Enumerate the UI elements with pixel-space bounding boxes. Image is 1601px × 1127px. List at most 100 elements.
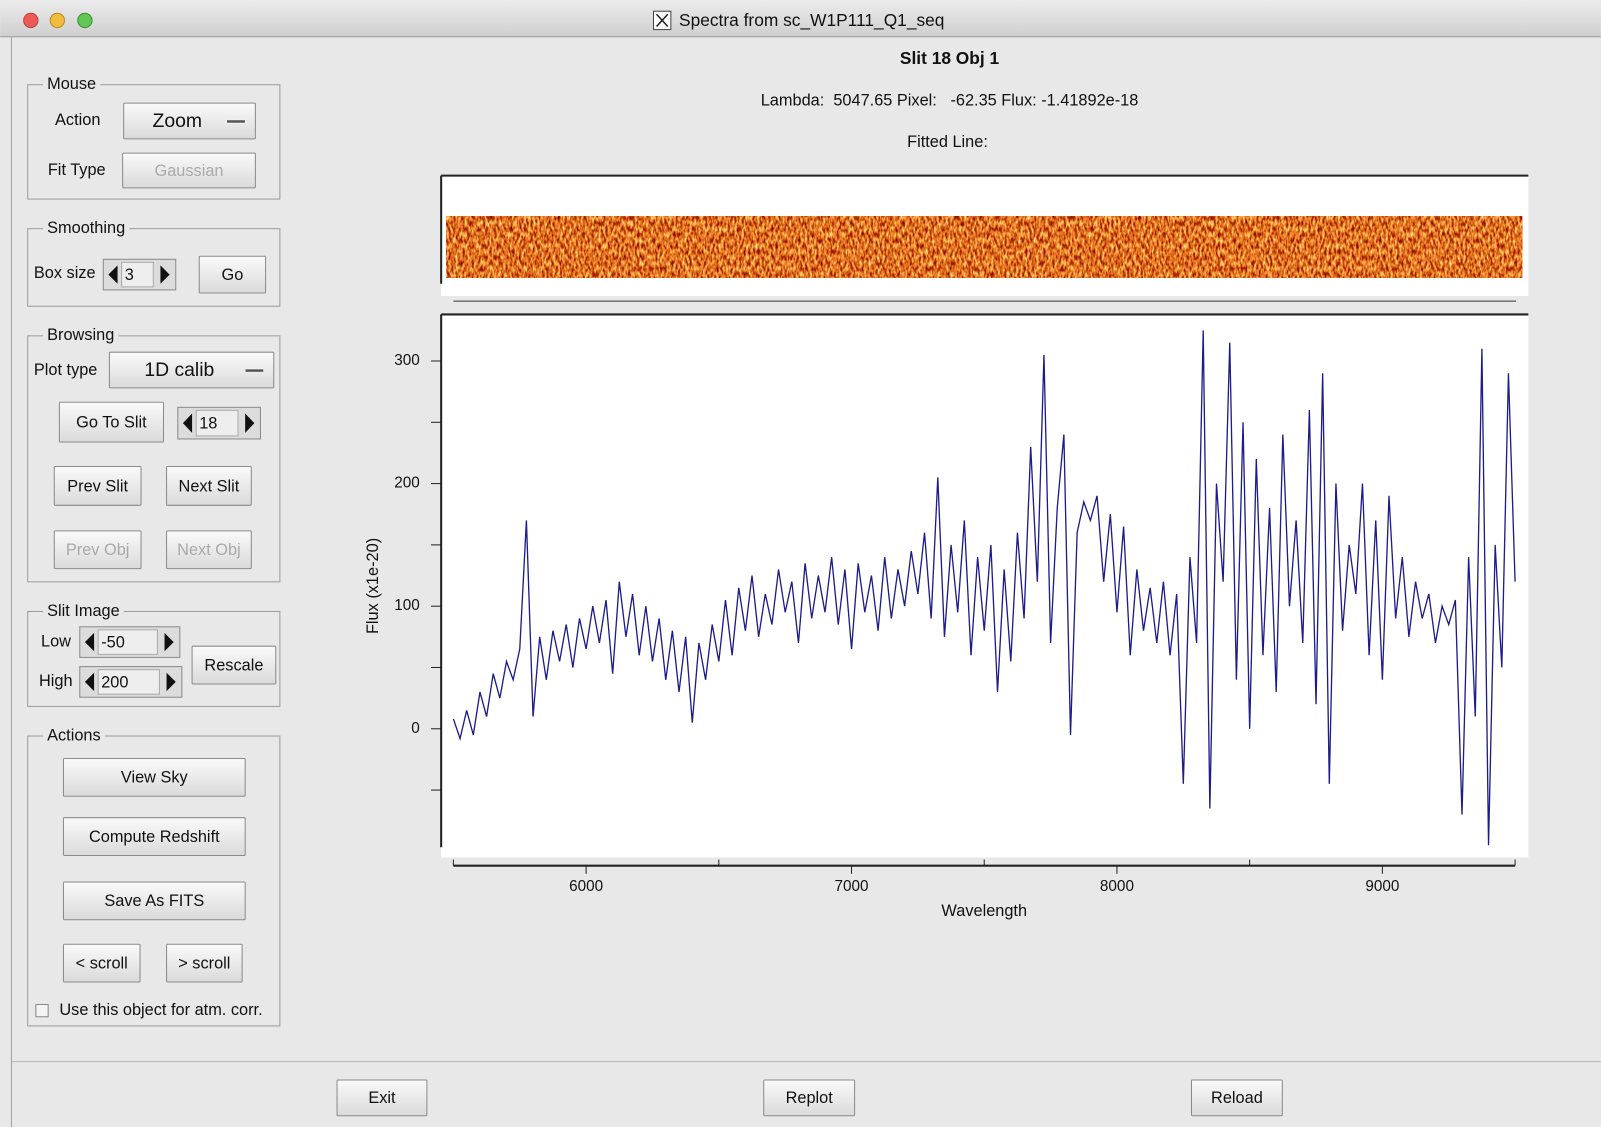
spinner-value: 3 — [125, 266, 134, 284]
plot-title: Slit 18 Obj 1 — [900, 48, 1000, 68]
button[interactable]: Compute Redshift — [62, 817, 246, 856]
button-label: Exit — [368, 1089, 396, 1107]
button-face — [62, 817, 246, 856]
button-label: View Sky — [121, 769, 189, 787]
slit-image[interactable] — [446, 216, 1523, 278]
spinner[interactable]: 18 — [177, 406, 261, 440]
spinner-field — [195, 409, 239, 437]
y-tick-label: 0 — [411, 720, 420, 737]
button-label: Reload — [1211, 1089, 1263, 1107]
button[interactable]: Rescale — [191, 645, 277, 685]
button[interactable]: Next Slit — [166, 466, 252, 506]
legend-bg — [43, 75, 101, 94]
menu-indicator — [244, 368, 264, 373]
button-label: Go — [222, 266, 244, 284]
button-label: Save As FITS — [104, 892, 204, 910]
x-tick-label: 7000 — [835, 878, 869, 895]
field-label: Plot type — [34, 361, 98, 379]
button[interactable]: Save As FITS — [62, 881, 246, 921]
button: Prev Obj — [53, 530, 142, 570]
button-face — [166, 466, 252, 506]
fitted-line: Fitted Line: — [907, 133, 988, 151]
button-label: < scroll — [76, 954, 128, 972]
button-face — [62, 881, 246, 921]
spinner-value: -50 — [101, 633, 125, 651]
close-button[interactable] — [23, 12, 39, 29]
button[interactable]: Exit — [336, 1079, 428, 1117]
spinner-field — [121, 261, 154, 288]
button-label: Rescale — [204, 656, 263, 674]
spinner[interactable]: -50 — [79, 626, 181, 658]
button-label: Next Slit — [179, 477, 240, 495]
cursor-status: Lambda: 5047.65 Pixel: -62.35 Flux: -1.4… — [761, 91, 1139, 109]
legend-bg — [43, 219, 130, 238]
button-face — [53, 530, 142, 570]
button-face — [53, 466, 142, 506]
y-axis-label: Flux (x1e-20) — [364, 538, 382, 634]
button-face — [336, 1079, 428, 1117]
field-label: Use this object for atm. corr. — [59, 1001, 262, 1019]
spinner-right — [245, 413, 255, 433]
y-tick-label: 300 — [394, 352, 420, 369]
action-menu[interactable]: Zoom — [123, 102, 256, 140]
x-axis-label: Wavelength — [941, 902, 1027, 920]
button-label: Prev Obj — [66, 541, 130, 559]
field-label: Action — [55, 111, 100, 129]
group-legend: Smoothing — [47, 219, 125, 237]
zoom-button[interactable] — [77, 12, 93, 29]
group-legend: Actions — [47, 726, 101, 744]
field-label: High — [39, 672, 73, 690]
group-frame — [27, 735, 281, 1027]
plot-type-menu[interactable]: 1D calib — [108, 351, 275, 389]
button[interactable]: Prev Slit — [53, 466, 142, 506]
button[interactable]: Go — [198, 255, 267, 294]
button[interactable]: View Sky — [62, 757, 246, 797]
button-label: Compute Redshift — [89, 828, 220, 846]
button[interactable]: Reload — [1190, 1079, 1283, 1117]
button[interactable]: < scroll — [62, 943, 141, 983]
group-legend: Browsing — [47, 326, 114, 344]
group-frame — [27, 84, 281, 200]
legend-bg — [43, 726, 105, 746]
button-label: > scroll — [178, 954, 230, 972]
button[interactable]: Replot — [763, 1079, 856, 1117]
minimize-button[interactable] — [49, 12, 65, 29]
group-frame — [27, 228, 281, 307]
button-face — [166, 943, 243, 983]
button-face — [58, 401, 165, 443]
spinner[interactable]: 3 — [102, 258, 177, 291]
button[interactable]: Go To Slit — [58, 401, 165, 443]
spinner-field — [97, 629, 158, 655]
x11-icon-mark — [655, 13, 669, 28]
button[interactable]: > scroll — [166, 943, 243, 983]
spectrum-line — [452, 330, 1516, 846]
button-label: Gaussian — [155, 162, 224, 180]
spinner-right — [166, 672, 176, 692]
plot-area[interactable] — [441, 314, 1529, 858]
x-tick-label: 6000 — [569, 878, 603, 895]
spinner-right — [160, 265, 170, 284]
button-label: Replot — [786, 1089, 834, 1107]
button-face — [62, 943, 141, 983]
button-face — [191, 645, 277, 685]
spinner-left — [84, 632, 95, 652]
window-title: Spectra from sc_W1P111_Q1_seq — [679, 10, 944, 30]
checkbox[interactable] — [35, 1003, 49, 1018]
button-face — [166, 530, 252, 570]
button-face — [123, 102, 256, 140]
button-face — [198, 255, 267, 294]
spinner-left — [84, 672, 95, 692]
spinner-left — [182, 413, 193, 433]
spinner-value: 200 — [101, 673, 128, 691]
spinner-field — [97, 669, 160, 695]
spinner-left — [108, 265, 118, 284]
fit-type-menu: Gaussian — [122, 152, 256, 189]
group-legend: Slit Image — [47, 602, 120, 620]
y-tick-label: 200 — [394, 475, 420, 492]
button-label: Go To Slit — [76, 413, 147, 431]
spinner-right — [164, 632, 174, 652]
button-face — [62, 757, 246, 797]
menu-indicator — [226, 119, 246, 124]
spinner[interactable]: 200 — [79, 666, 183, 698]
